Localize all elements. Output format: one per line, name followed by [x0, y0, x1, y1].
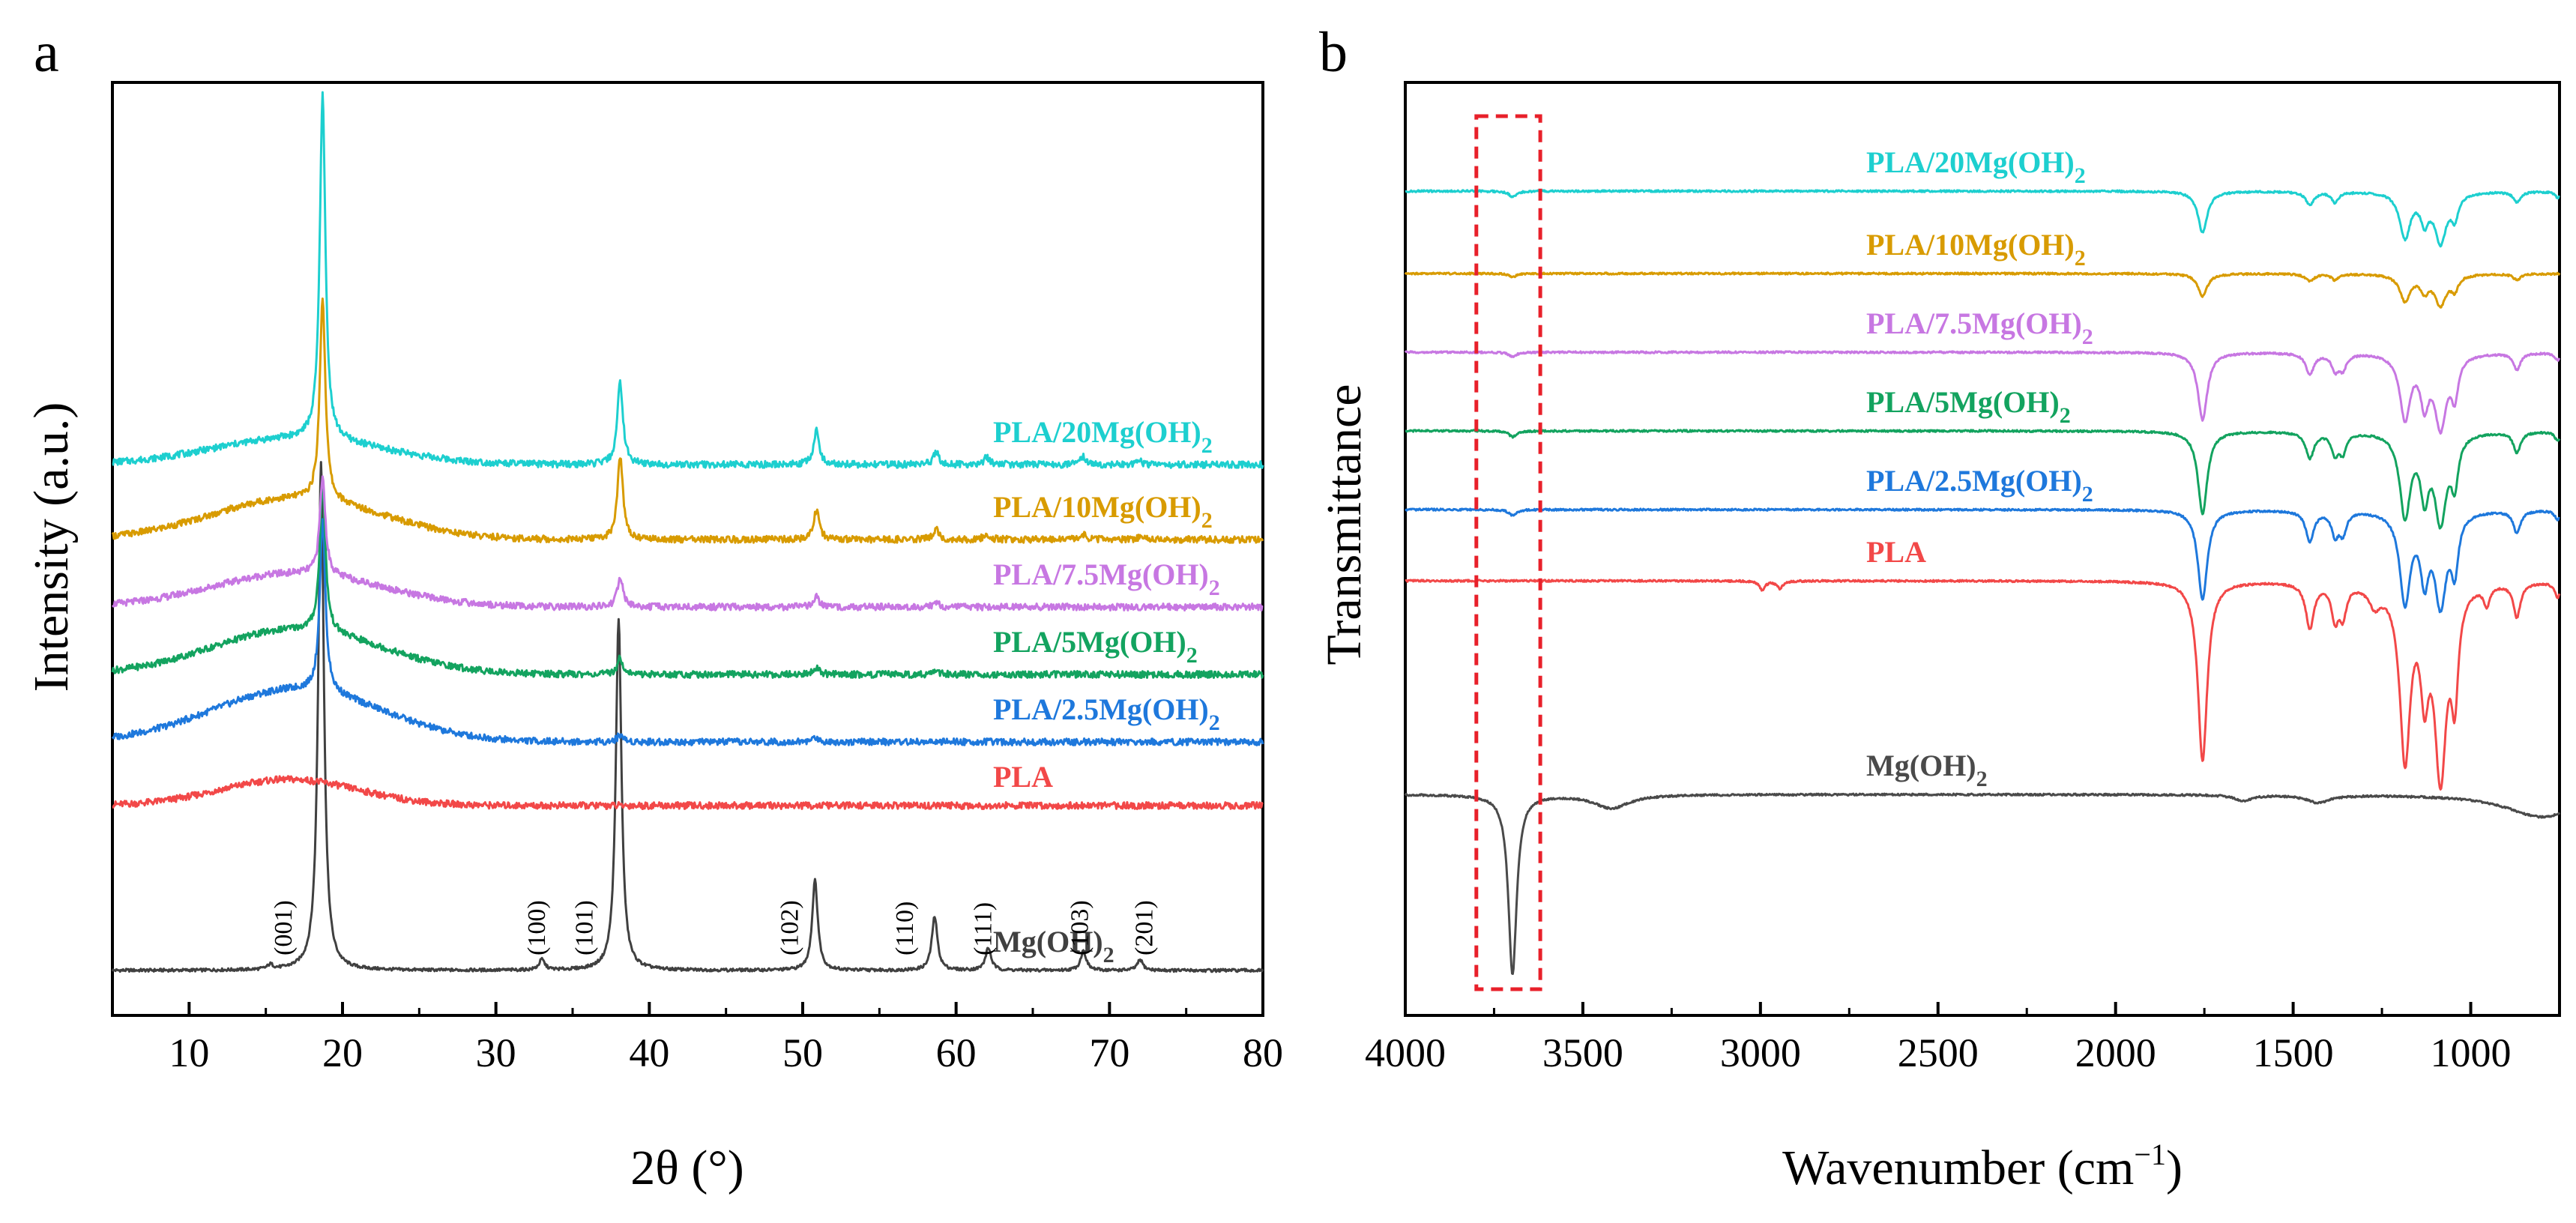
- ftir-curves: [1404, 189, 2561, 975]
- xrd-series-pla-20mg-oh-2: [112, 91, 1264, 469]
- xrd-x-tick-label: 50: [782, 1030, 823, 1075]
- ftir-series-pla: [1405, 579, 2561, 791]
- xrd-x-tick-label: 10: [169, 1030, 209, 1075]
- xrd-peak-label: (102): [776, 900, 804, 955]
- ftir-legend-pla-10mg-oh-2: PLA/10Mg(OH)2: [1866, 228, 2086, 271]
- ftir-x-ticks: 4000 3500 3000 2500 2000 1500 1000: [1365, 1002, 2512, 1075]
- ftir-x-tick-label: 1000: [2431, 1030, 2512, 1075]
- ftir-series-pla-2-5mg-oh-2: [1404, 507, 2560, 614]
- xrd-series-pla-5mg-oh-2: [111, 483, 1264, 679]
- ftir-legend-pla: PLA: [1866, 535, 1926, 569]
- xrd-series-pla: [112, 775, 1264, 810]
- ftir-legend-pla-20mg-oh-2: PLA/20Mg(OH)2: [1866, 145, 2086, 188]
- xrd-x-tick-label: 20: [322, 1030, 363, 1075]
- ftir-x-tick-label: 3000: [1720, 1030, 1801, 1075]
- xrd-peak-label: (100): [523, 900, 551, 955]
- xrd-series-pla-2-5mg-oh-2: [111, 518, 1264, 746]
- xrd-peak-labels: (001) (100) (101) (102) (110) (111) (103) (201): [270, 900, 1158, 955]
- xrd-y-axis-title: Intensity (a.u.): [24, 402, 79, 692]
- xrd-x-ticks: 10 20 30 40 50 60 70 80: [111, 1002, 1283, 1075]
- ftir-x-tick-label: 4000: [1365, 1030, 1446, 1075]
- xrd-series-pla-10mg-oh-2: [111, 298, 1264, 544]
- ftir-series-pla-20mg-oh-2: [1405, 189, 2560, 248]
- xrd-series-mg-oh-2: [111, 461, 1264, 973]
- xrd-x-axis-title: 2θ (°): [630, 1141, 743, 1195]
- xrd-legend: Mg(OH)2 PLA PLA/2.5Mg(OH)2 PLA/5Mg(OH)2 PLA/…: [993, 415, 1220, 967]
- ftir-x-tick-label: 3500: [1542, 1030, 1623, 1075]
- xrd-peak-label: (103): [1066, 900, 1094, 955]
- xrd-plot: 10 20 30 40 50 60 70 80 Mg(OH)2 PLA PLA/2.5Mg(OH)…: [24, 81, 1283, 1195]
- xrd-curves: [111, 91, 1264, 973]
- xrd-legend-mg-oh-2: Mg(OH)2: [993, 925, 1114, 967]
- ftir-legend: Mg(OH)2 PLA PLA/2.5Mg(OH)2 PLA/5Mg(OH)2 PLA/…: [1866, 145, 2093, 791]
- ftir-x-axis-title: Wavenumber (cm−1): [1782, 1138, 2183, 1195]
- ftir-series-pla-5mg-oh-2: [1405, 429, 2561, 530]
- xrd-x-tick-label: 30: [476, 1030, 516, 1075]
- ftir-legend-pla-7-5mg-oh-2: PLA/7.5Mg(OH)2: [1866, 306, 2093, 349]
- ftir-series-pla-7-5mg-oh-2: [1404, 350, 2561, 435]
- ftir-legend-pla-5mg-oh-2: PLA/5Mg(OH)2: [1866, 385, 2071, 428]
- xrd-peak-label: (110): [891, 902, 919, 955]
- xrd-legend-pla-5mg-oh-2: PLA/5Mg(OH)2: [993, 625, 1198, 668]
- xrd-legend-pla-7-5mg-oh-2: PLA/7.5Mg(OH)2: [993, 558, 1220, 600]
- xrd-legend-pla-20mg-oh-2: PLA/20Mg(OH)2: [993, 415, 1213, 458]
- ftir-series-mg-oh-2: [1404, 792, 2561, 975]
- panel-b-letter: b: [1319, 21, 1348, 84]
- xrd-peak-label: (111): [970, 902, 998, 955]
- ftir-plot-frame: [1404, 81, 2561, 1017]
- xrd-plot-frame: [111, 81, 1264, 1017]
- ftir-x-tick-label: 2000: [2075, 1030, 2156, 1075]
- xrd-x-tick-label: 80: [1243, 1030, 1283, 1075]
- xrd-legend-pla: PLA: [993, 760, 1053, 794]
- xrd-peak-label: (001): [270, 900, 298, 955]
- ftir-x-tick-label: 1500: [2253, 1030, 2334, 1075]
- ftir-x-tick-label: 2500: [1898, 1030, 1979, 1075]
- xrd-legend-pla-10mg-oh-2: PLA/10Mg(OH)2: [993, 490, 1213, 533]
- xrd-x-tick-label: 60: [936, 1030, 977, 1075]
- ftir-legend-pla-2-5mg-oh-2: PLA/2.5Mg(OH)2: [1866, 464, 2093, 507]
- xrd-peak-label: (201): [1130, 900, 1158, 955]
- ftir-series-pla-10mg-oh-2: [1404, 271, 2561, 309]
- xrd-x-tick-label: 70: [1089, 1030, 1129, 1075]
- xrd-peak-label: (101): [570, 900, 598, 955]
- xrd-legend-pla-2-5mg-oh-2: PLA/2.5Mg(OH)2: [993, 692, 1220, 735]
- xrd-x-tick-label: 40: [629, 1030, 669, 1075]
- xrd-series-pla-7-5mg-oh-2: [111, 475, 1264, 612]
- ftir-y-axis-title: Transmittance: [1317, 384, 1372, 665]
- ftir-legend-mg-oh-2: Mg(OH)2: [1866, 749, 1988, 791]
- panel-a-letter: a: [34, 21, 59, 84]
- ftir-plot: 4000 3500 3000 2500 2000 1500 1000 Mg(OH)2 PLA P…: [1317, 81, 2561, 1195]
